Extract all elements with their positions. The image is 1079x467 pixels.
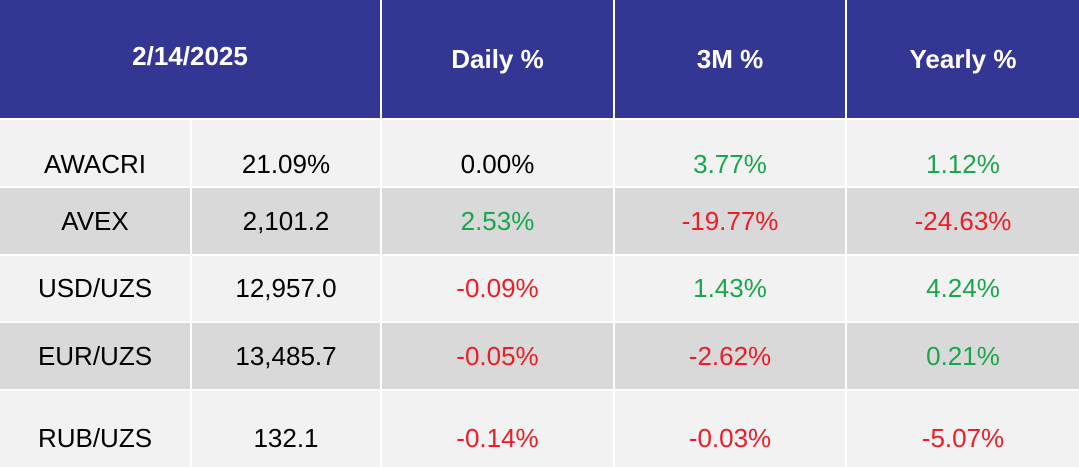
row-name: USD/UZS bbox=[37, 273, 153, 303]
header-3m: 3M % bbox=[615, 0, 845, 118]
table-row: USD/UZS 12,957.0 -0.09% 1.43% 4.24% bbox=[0, 256, 1079, 321]
row-yearly: 4.24% bbox=[926, 273, 1000, 303]
row-daily: -0.14% bbox=[456, 422, 539, 453]
row-daily: -0.05% bbox=[456, 340, 539, 371]
header-date: 2/14/2025 bbox=[0, 0, 380, 118]
column-divider bbox=[845, 118, 847, 467]
table-row: EUR/UZS 13,485.7 -0.05% -2.62% 0.21% bbox=[0, 323, 1079, 389]
column-divider bbox=[190, 118, 192, 467]
row-value: 21.09% bbox=[241, 148, 331, 179]
table-row: AWACRI 21.09% 0.00% 3.77% 1.12% bbox=[0, 120, 1079, 186]
row-name: RUB/UZS bbox=[37, 422, 153, 453]
column-divider bbox=[380, 118, 382, 467]
table-row: RUB/UZS 132.1 -0.14% -0.03% -5.07% bbox=[0, 391, 1079, 467]
header-yearly: Yearly % bbox=[847, 0, 1079, 118]
row-daily: -0.09% bbox=[456, 273, 539, 303]
row-3m: 1.43% bbox=[693, 273, 767, 303]
row-daily: 2.53% bbox=[460, 205, 535, 236]
row-value: 12,957.0 bbox=[235, 273, 337, 303]
header-divider bbox=[380, 0, 382, 118]
row-yearly: 1.12% bbox=[926, 148, 1000, 179]
header-daily: Daily % bbox=[382, 0, 613, 118]
row-3m: 3.77% bbox=[693, 148, 767, 179]
row-value: 132.1 bbox=[253, 422, 319, 453]
row-3m: -2.62% bbox=[688, 340, 772, 371]
row-name: AWACRI bbox=[43, 148, 147, 179]
row-yearly: 0.21% bbox=[926, 340, 1000, 371]
row-value: 2,101.2 bbox=[242, 205, 330, 236]
row-yearly: -24.63% bbox=[914, 205, 1012, 236]
row-3m: -19.77% bbox=[681, 205, 779, 236]
column-divider bbox=[613, 118, 615, 467]
header-divider bbox=[845, 0, 847, 118]
row-3m: -0.03% bbox=[688, 422, 772, 453]
row-value: 13,485.7 bbox=[235, 340, 337, 371]
table-row: AVEX 2,101.2 2.53% -19.77% -24.63% bbox=[0, 188, 1079, 254]
row-yearly: -5.07% bbox=[921, 422, 1005, 453]
header-divider bbox=[613, 0, 615, 118]
row-name: EUR/UZS bbox=[37, 340, 153, 371]
row-daily: 0.00% bbox=[460, 148, 535, 179]
row-name: AVEX bbox=[61, 205, 129, 236]
